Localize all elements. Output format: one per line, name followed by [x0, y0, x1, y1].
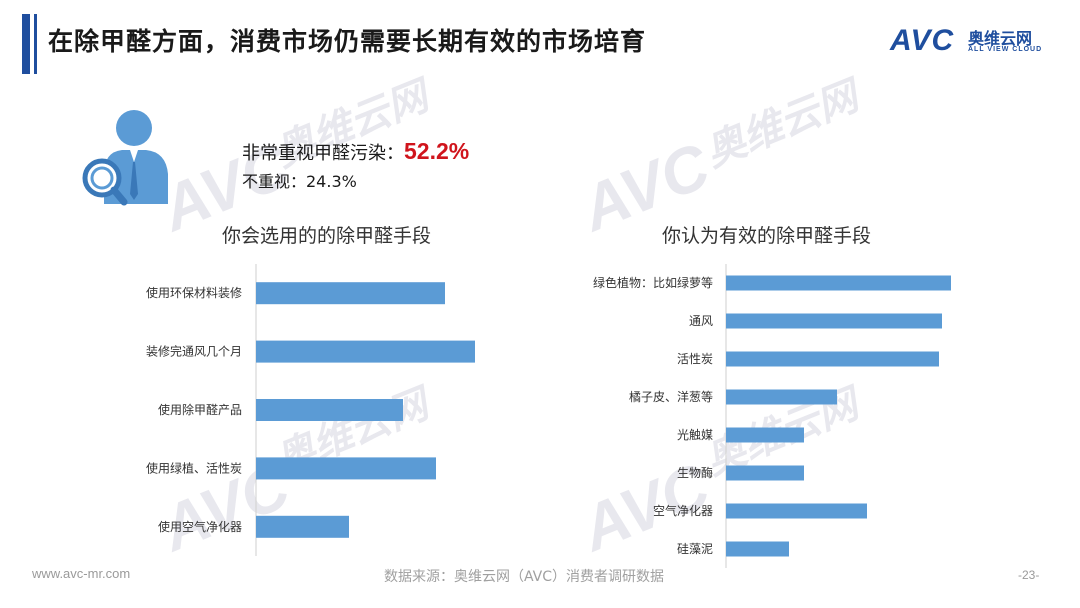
- chart-0-category-label: 使用除甲醛产品: [158, 402, 242, 417]
- footer-url: www.avc-mr.com: [32, 566, 131, 581]
- chart-1-bar: [726, 427, 804, 443]
- chart-1-category-label: 绿色植物：比如绿萝等: [593, 275, 713, 290]
- avc-logo: AVC 奥维云网 ALL VIEW CLOUD: [890, 22, 1060, 62]
- stat-important: 非常重视甲醛污染：52.2%: [242, 138, 469, 165]
- logo-brand: AVC: [890, 24, 955, 57]
- person-magnifier-icon: [82, 110, 168, 206]
- chart-1-category-label: 橘子皮、洋葱等: [629, 389, 713, 404]
- title-accent-bar: [22, 14, 30, 74]
- chart-1-category-label: 硅藻泥: [677, 542, 713, 556]
- chart-0-category-label: 使用绿植、活性炭: [146, 460, 242, 475]
- chart-1-bar: [726, 313, 942, 329]
- chart-1-bar: [726, 503, 867, 519]
- chart-1-bar: [726, 541, 789, 557]
- chart-0-bar: [256, 340, 475, 363]
- chart-1-category-label: 光触媒: [677, 428, 713, 442]
- chart-0-bar: [256, 515, 349, 538]
- title-accent-bar-thin: [34, 14, 37, 74]
- logo-cn-text: 奥维云网: [968, 29, 1033, 48]
- chart-1-category-label: 活性炭: [677, 352, 713, 366]
- chart-left-title: 你会选用的的除甲醛手段: [222, 225, 432, 247]
- chart-1-category-label: 空气净化器: [653, 503, 713, 518]
- stat-important-label: 非常重视甲醛污染：: [242, 143, 404, 164]
- stat-not-important: 不重视：24.3%: [242, 172, 357, 191]
- chart-0-category-label: 使用环保材料装修: [146, 285, 242, 300]
- stat-important-value: 52.2%: [404, 138, 470, 164]
- page-number: -23-: [1018, 568, 1040, 582]
- chart-0-category-label: 装修完通风几个月: [146, 344, 242, 359]
- chart-1-bar: [726, 389, 837, 405]
- chart-right-title: 你认为有效的除甲醛手段: [662, 225, 872, 247]
- chart-0-bar: [256, 457, 436, 480]
- chart-1-bar: [726, 351, 939, 367]
- chart-1-bar: [726, 465, 804, 481]
- footer-source: 数据来源：奥维云网（AVC）消费者调研数据: [384, 569, 665, 585]
- chart-0-category-label: 使用空气净化器: [158, 519, 242, 534]
- chart-0-bar: [256, 282, 445, 305]
- chart-1-category-label: 通风: [689, 314, 713, 328]
- chart-1-bar: [726, 275, 951, 291]
- logo-en-text: ALL VIEW CLOUD: [968, 46, 1043, 53]
- chart-0-bar: [256, 399, 403, 421]
- page-title: 在除甲醛方面，消费市场仍需要长期有效的市场培育: [48, 27, 647, 56]
- chart-1-category-label: 生物酶: [677, 465, 713, 480]
